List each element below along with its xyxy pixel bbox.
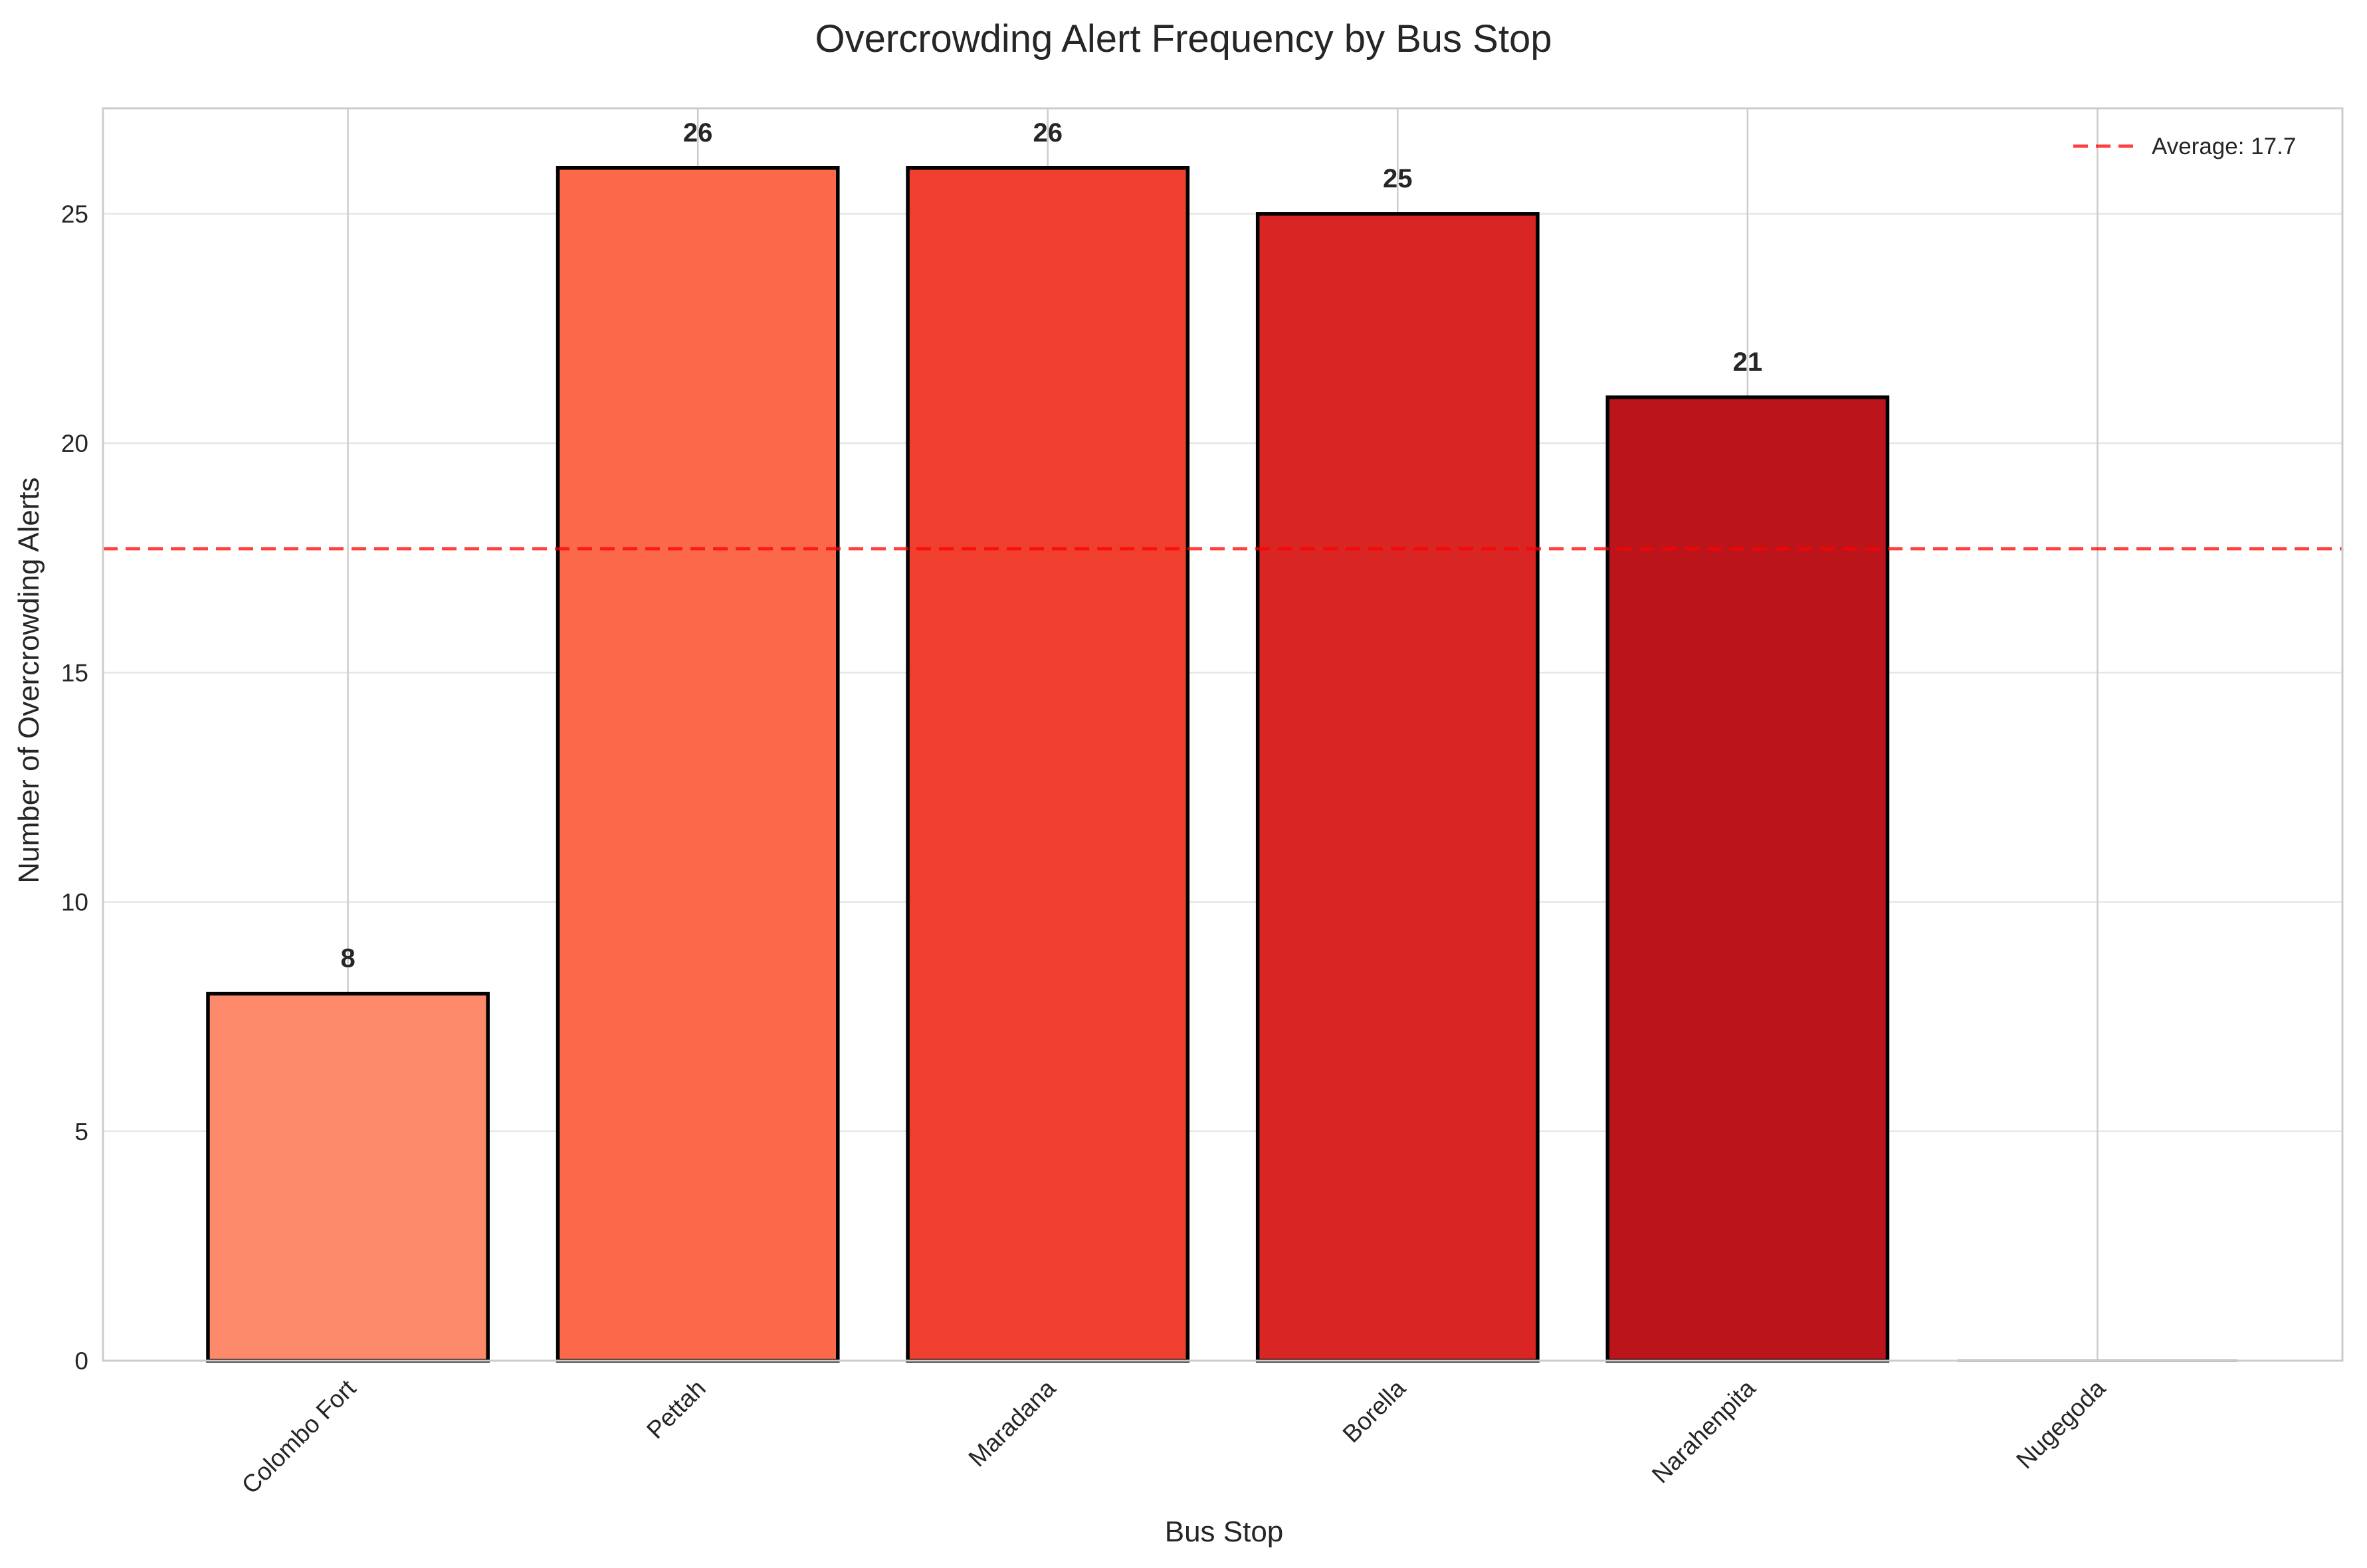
y-tick-label: 15: [61, 659, 88, 686]
y-tick-label: 20: [61, 430, 88, 457]
chart-title: Overcrowding Alert Frequency by Bus Stop: [815, 17, 1552, 60]
bar: [906, 166, 1190, 1363]
x-axis-label: Bus Stop: [1165, 1516, 1284, 1548]
y-tick-label: 0: [74, 1347, 88, 1375]
y-axis-ticks: 0 5 10 15 20 25: [61, 201, 88, 1375]
data-label: 21: [1733, 347, 1763, 377]
bars: [206, 166, 2238, 1363]
legend-average-label: Average: 17.7: [2152, 134, 2296, 159]
bar: [556, 166, 840, 1363]
y-tick-label: 25: [61, 201, 88, 228]
data-label: 25: [1383, 164, 1413, 193]
bar: [1255, 212, 1540, 1363]
y-tick-label: 5: [74, 1118, 88, 1145]
y-tick-label: 10: [61, 889, 88, 916]
data-label: 26: [1033, 118, 1063, 147]
y-axis-label: Number of Overcrowding Alerts: [13, 477, 45, 883]
plot-frame: [102, 107, 2344, 1362]
data-label: 26: [683, 118, 713, 147]
bar: [1605, 395, 1890, 1363]
data-labels: 8 26 26 25 21: [340, 118, 1762, 973]
legend: Average: 17.7: [2073, 134, 2296, 159]
bar: [206, 991, 490, 1363]
data-label: 8: [340, 944, 355, 973]
